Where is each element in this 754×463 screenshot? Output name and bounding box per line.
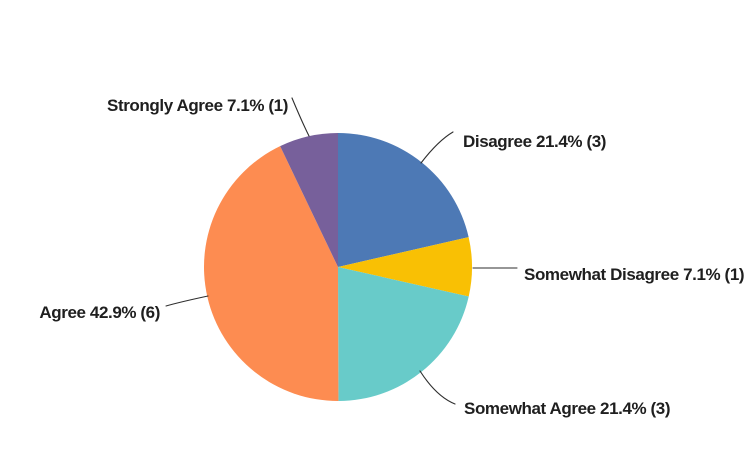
leader-line-somewhat-agree (419, 370, 456, 405)
slice-label-somewhat-disagree: Somewhat Disagree 7.1% (1) (524, 265, 744, 284)
pie-slice-strongly-agree[interactable] (280, 133, 338, 267)
slice-label-somewhat-agree: Somewhat Agree 21.4% (3) (464, 399, 670, 418)
leader-line-agree (165, 295, 209, 307)
leader-line-strongly-agree (291, 97, 310, 137)
pie-slices (203, 133, 473, 402)
label-leader-lines (165, 97, 518, 405)
pie-slice-agree[interactable] (203, 146, 339, 402)
slice-labels: Disagree 21.4% (3) Somewhat Disagree 7.1… (39, 96, 744, 418)
leader-line-disagree (420, 131, 454, 164)
slice-label-strongly-agree: Strongly Agree 7.1% (1) (107, 96, 288, 115)
pie-slice-somewhat-disagree[interactable] (338, 237, 473, 297)
slice-label-disagree: Disagree 21.4% (3) (463, 132, 606, 151)
pie-slice-somewhat-agree[interactable] (338, 267, 469, 401)
pie-slice-disagree[interactable] (338, 133, 469, 267)
slice-label-agree: Agree 42.9% (6) (39, 303, 160, 322)
